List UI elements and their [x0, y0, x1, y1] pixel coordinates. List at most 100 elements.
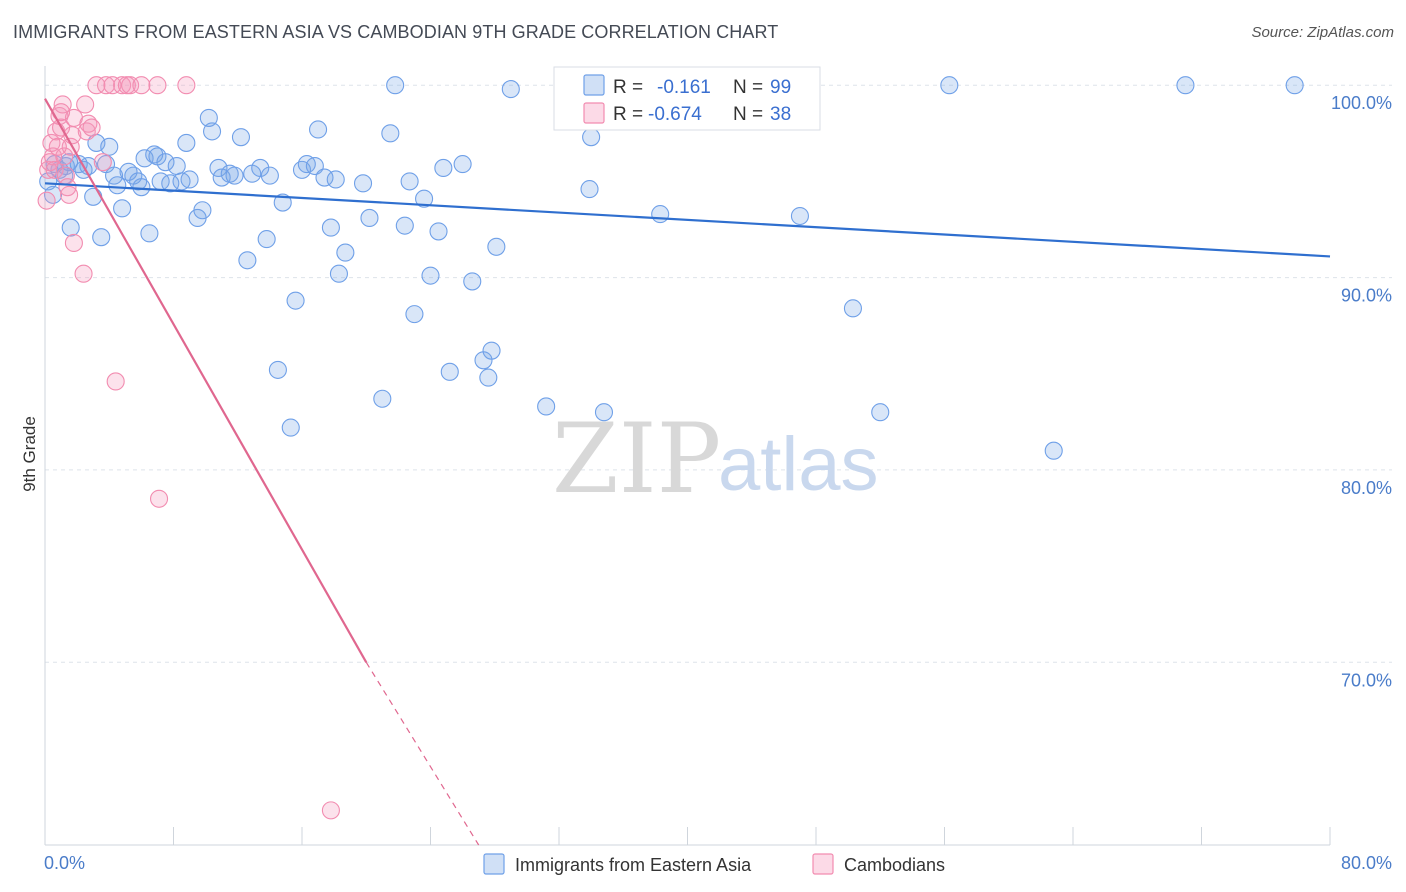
point-eastern-asia: [132, 178, 151, 197]
point-eastern-asia: [1176, 76, 1195, 95]
point-eastern-asia: [273, 193, 292, 212]
point-eastern-asia: [100, 137, 119, 156]
point-cambodians: [96, 76, 116, 95]
legend-r-value-blue: -0.161: [657, 77, 711, 98]
point-cambodians: [74, 264, 93, 283]
point-eastern-asia: [225, 166, 244, 185]
grid-lines: [45, 84, 1392, 663]
trend-line-eastern-asia: [44, 182, 1331, 258]
point-cambodians: [321, 801, 340, 820]
point-cambodians: [148, 76, 167, 95]
x-tick-label-max: 80.0%: [1341, 853, 1392, 873]
point-eastern-asia: [400, 172, 419, 191]
point-eastern-asia: [199, 108, 218, 127]
point-cambodians: [177, 76, 196, 95]
point-eastern-asia: [790, 206, 809, 226]
point-eastern-asia: [161, 174, 180, 193]
y-axis-title: 9th Grade: [20, 416, 39, 492]
point-cambodians: [76, 95, 95, 114]
point-eastern-asia: [231, 128, 251, 147]
point-eastern-asia: [421, 266, 440, 285]
point-cambodians: [103, 76, 122, 95]
point-eastern-asia: [260, 166, 279, 185]
legend-n-value-pink: 38: [770, 104, 791, 125]
trend-line-cambodians-extension: [365, 661, 480, 846]
point-eastern-asia: [251, 158, 270, 177]
bottom-legend-swatch-pink: [812, 853, 834, 875]
bottom-legend-label-pink: Cambodians: [844, 855, 945, 875]
point-eastern-asia: [415, 189, 434, 208]
point-cambodians: [149, 489, 169, 508]
point-eastern-asia: [209, 158, 228, 177]
point-eastern-asia: [326, 170, 345, 189]
point-eastern-asia: [113, 199, 132, 218]
point-eastern-asia: [463, 272, 482, 291]
point-eastern-asia: [129, 172, 148, 191]
point-eastern-asia: [1285, 76, 1304, 95]
point-cambodians: [87, 76, 106, 95]
bottom-legend-label-blue: Immigrants from Eastern Asia: [515, 855, 752, 875]
legend-r-label-pink: R =: [613, 104, 643, 125]
point-eastern-asia: [203, 122, 222, 141]
point-eastern-asia: [381, 124, 400, 143]
point-eastern-asia: [1044, 441, 1063, 460]
point-cambodians: [60, 185, 79, 204]
point-eastern-asia: [309, 120, 328, 139]
point-eastern-asia: [871, 403, 890, 422]
point-cambodians: [106, 372, 125, 391]
point-cambodians: [58, 178, 77, 197]
point-eastern-asia: [434, 158, 453, 177]
point-eastern-asia: [193, 201, 212, 220]
point-eastern-asia: [61, 218, 80, 237]
correlation-legend: R = -0.161 N = 99 R = -0.674 N = 38: [553, 66, 821, 131]
point-eastern-asia: [386, 76, 405, 95]
point-eastern-asia: [395, 216, 414, 235]
point-eastern-asia: [440, 362, 459, 381]
point-eastern-asia: [353, 174, 373, 193]
trend-line-cambodians: [44, 98, 368, 663]
point-eastern-asia: [843, 299, 862, 318]
point-cambodians: [53, 95, 72, 114]
point-eastern-asia: [537, 397, 556, 416]
legend-swatch-blue: [583, 74, 605, 96]
point-eastern-asia: [501, 80, 520, 99]
point-eastern-asia: [329, 264, 348, 283]
legend-r-label-blue: R =: [613, 77, 643, 98]
point-eastern-asia: [405, 305, 424, 324]
point-eastern-asia: [315, 168, 334, 187]
point-eastern-asia: [238, 251, 257, 270]
x-tick-label-min: 0.0%: [44, 853, 85, 873]
series-legend: Immigrants from Eastern Asia Cambodians: [483, 853, 945, 875]
point-eastern-asia: [305, 156, 324, 176]
point-eastern-asia: [108, 176, 127, 195]
point-eastern-asia: [92, 228, 111, 247]
watermark: ZIP atlas: [552, 403, 879, 515]
point-eastern-asia: [177, 133, 196, 152]
point-eastern-asia: [336, 243, 355, 262]
point-eastern-asia: [453, 155, 472, 174]
point-cambodians: [39, 160, 58, 179]
chart-title: IMMIGRANTS FROM EASTERN ASIA VS CAMBODIA…: [13, 22, 779, 42]
legend-n-value-blue: 99: [770, 77, 791, 98]
source-label: Source: ZipAtlas.com: [1251, 24, 1394, 41]
point-eastern-asia: [84, 187, 103, 206]
point-eastern-asia: [268, 360, 287, 379]
point-eastern-asia: [594, 403, 614, 422]
legend-n-label-blue: N =: [733, 77, 763, 98]
point-eastern-asia: [580, 180, 599, 199]
watermark-atlas: atlas: [718, 422, 879, 507]
point-eastern-asia: [140, 224, 159, 243]
point-eastern-asia: [180, 170, 199, 189]
point-eastern-asia: [373, 389, 392, 408]
point-cambodians: [64, 233, 83, 253]
legend-n-label-pink: N =: [733, 104, 763, 125]
point-eastern-asia: [482, 341, 501, 360]
y-tick-label: 100.0%: [1331, 93, 1392, 113]
point-cambodians: [55, 147, 74, 166]
tick-labels: 70.0% 80.0% 90.0% 100.0% 0.0% 80.0%: [44, 93, 1392, 873]
point-eastern-asia: [582, 128, 601, 147]
bottom-legend-swatch-blue: [483, 853, 505, 875]
watermark-zip: ZIP: [552, 403, 721, 515]
point-eastern-asia: [651, 205, 670, 224]
